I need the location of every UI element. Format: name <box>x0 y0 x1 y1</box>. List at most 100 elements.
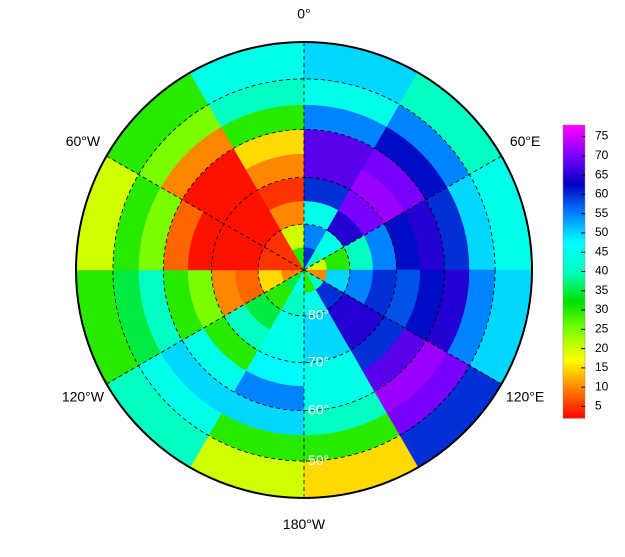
colorbar-step <box>563 325 585 329</box>
meridian-label: 120°W <box>62 388 105 404</box>
colorbar-label: 30 <box>595 302 609 316</box>
colorbar-step <box>563 261 585 265</box>
colorbar-label: 40 <box>595 264 609 278</box>
meridian-label: 60°W <box>66 133 101 149</box>
colorbar-label: 20 <box>595 341 609 355</box>
colorbar-step <box>563 269 585 273</box>
colorbar-step <box>563 342 585 346</box>
colorbar-step <box>563 200 585 204</box>
parallel-label: 50° <box>308 452 329 468</box>
colorbar-step <box>563 251 585 256</box>
colorbar-label: 65 <box>595 167 609 181</box>
colorbar-step <box>563 266 585 270</box>
colorbar-step <box>563 137 585 141</box>
colorbar-step <box>563 183 585 187</box>
colorbar-step <box>563 286 585 290</box>
colorbar-step <box>563 369 585 373</box>
colorbar-step <box>563 376 585 380</box>
colorbar-step <box>563 383 585 387</box>
parallel-label: 70° <box>308 353 329 369</box>
colorbar-step <box>563 415 585 419</box>
colorbar-step <box>563 181 585 185</box>
colorbar-step <box>563 354 585 358</box>
colorbar-step <box>563 244 585 248</box>
colorbar-step <box>563 239 585 243</box>
colorbar-step <box>563 405 585 409</box>
colorbar-step <box>563 334 585 339</box>
colorbar-step <box>563 300 585 304</box>
meridian-label: 120°E <box>506 388 544 404</box>
colorbar-step <box>563 227 585 231</box>
colorbar-step <box>563 293 585 297</box>
colorbar-step <box>563 159 585 163</box>
colorbar-step <box>563 273 585 277</box>
colorbar-step <box>563 186 585 190</box>
colorbar-step <box>563 256 585 260</box>
colorbar-step <box>563 413 585 417</box>
colorbar-step <box>563 352 585 356</box>
colorbar-step <box>563 283 585 287</box>
map-boundary <box>75 41 533 499</box>
colorbar-step <box>563 308 585 312</box>
colorbar-step <box>563 310 585 314</box>
colorbar-step <box>563 364 585 368</box>
colorbar-label: 10 <box>595 379 609 393</box>
colorbar-step <box>563 378 585 382</box>
colorbar-step <box>563 361 585 365</box>
colorbar-step <box>563 264 585 268</box>
colorbar-step <box>563 320 585 324</box>
parallel-label: 80° <box>308 307 329 323</box>
colorbar-step <box>563 374 585 378</box>
colorbar-step <box>563 173 585 177</box>
colorbar-step <box>563 208 585 212</box>
colorbar-label: 55 <box>595 206 609 220</box>
colorbar-label: 25 <box>595 322 609 336</box>
colorbar-step <box>563 127 585 131</box>
colorbar-step <box>563 347 585 351</box>
colorbar-step <box>563 254 585 258</box>
colorbar-step <box>563 242 585 246</box>
colorbar-step <box>563 298 585 302</box>
colorbar-step <box>563 332 585 336</box>
colorbar-step <box>563 139 585 143</box>
colorbar-step <box>563 337 585 341</box>
colorbar-step <box>563 146 585 151</box>
colorbar-step <box>563 151 585 155</box>
colorbar-step <box>563 188 585 192</box>
colorbar-step <box>563 164 585 168</box>
colorbar-step <box>563 225 585 229</box>
colorbar-step <box>563 403 585 407</box>
colorbar-step <box>563 144 585 148</box>
colorbar-step <box>563 388 585 392</box>
colorbar-step <box>563 249 585 253</box>
colorbar-step <box>563 234 585 238</box>
meridian-line <box>303 155 502 271</box>
colorbar-step <box>563 129 585 133</box>
colorbar-step <box>563 229 585 234</box>
colorbar-step <box>563 410 585 414</box>
colorbar-step <box>563 222 585 226</box>
meridian-label: 0° <box>297 5 310 21</box>
colorbar-step <box>563 193 585 197</box>
colorbar-step <box>563 396 585 400</box>
colorbar-step <box>563 247 585 251</box>
parallel-label: 60° <box>308 401 329 417</box>
colorbar-step <box>563 203 585 207</box>
colorbar-step <box>563 171 585 175</box>
colorbar-step <box>563 271 585 275</box>
colorbar-label: 35 <box>595 283 609 297</box>
colorbar-step <box>563 205 585 209</box>
colorbar-step <box>563 149 585 153</box>
colorbar-label: 50 <box>595 225 609 239</box>
colorbar-step <box>563 381 585 385</box>
colorbar-step <box>563 305 585 309</box>
colorbar-step <box>563 176 585 180</box>
colorbar-step <box>563 276 585 280</box>
colorbar-step <box>563 400 585 404</box>
colorbar-step <box>563 291 585 295</box>
colorbar-step <box>563 156 585 160</box>
colorbar-step <box>563 288 585 292</box>
colorbar-step <box>563 281 585 285</box>
colorbar-step <box>563 391 585 395</box>
